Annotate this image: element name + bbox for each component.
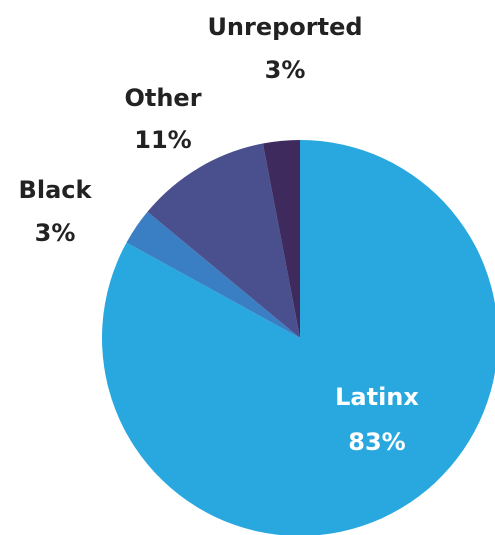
label-latinx-value: 83%	[348, 428, 405, 456]
label-latinx: Latinx 83%	[335, 383, 419, 456]
label-unreported-name: Unreported	[207, 13, 362, 41]
label-unreported: Unreported 3%	[207, 13, 362, 84]
label-other: Other 11%	[124, 84, 201, 154]
slice-other	[147, 143, 300, 338]
label-black: Black 3%	[19, 176, 93, 247]
label-latinx-name: Latinx	[335, 383, 419, 411]
label-other-name: Other	[124, 84, 201, 112]
label-unreported-value: 3%	[265, 56, 306, 84]
slice-black	[126, 211, 301, 338]
slice-latinx	[102, 140, 495, 535]
label-black-name: Black	[19, 176, 93, 204]
label-other-value: 11%	[134, 126, 191, 154]
label-black-value: 3%	[35, 219, 76, 247]
pie-slices	[102, 140, 495, 535]
slice-unreported	[262, 140, 300, 338]
